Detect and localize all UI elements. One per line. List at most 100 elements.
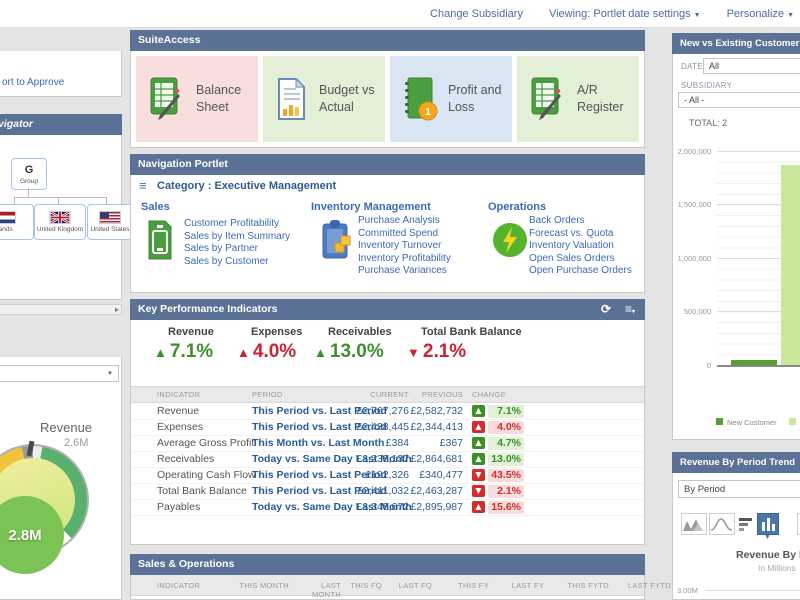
horizontal-scrollbar[interactable]: ▸ bbox=[0, 304, 122, 315]
area-chart-icon bbox=[683, 519, 703, 531]
kpi-row-expenses: Expenses This Period vs. Last Period £2,4… bbox=[131, 419, 644, 436]
link-back-orders[interactable]: Back Orders bbox=[529, 215, 585, 226]
chart-type-toolbar: ▼ bbox=[673, 513, 800, 541]
link-sales-by-partner[interactable]: Sales by Partner bbox=[184, 243, 258, 254]
navigation-portlet-body: ≡ Category : Executive Management Sales … bbox=[130, 175, 645, 293]
org-connector bbox=[14, 197, 107, 198]
link-purchase-variances[interactable]: Purchase Variances bbox=[358, 265, 447, 276]
link-inventory-turnover[interactable]: Inventory Turnover bbox=[358, 240, 442, 251]
link-committed-spend[interactable]: Committed Spend bbox=[358, 227, 439, 239]
kpi-row-payables: Payables Today vs. Same Day Last Month £3… bbox=[131, 499, 644, 516]
org-node-united-states[interactable]: United States bbox=[87, 204, 133, 240]
y-tick: 1,000,000 bbox=[677, 254, 711, 263]
gauge-title: Revenue bbox=[40, 420, 93, 435]
change-percent: 4.7% bbox=[488, 437, 524, 450]
svg-text:1: 1 bbox=[425, 107, 431, 118]
suiteaccess-header[interactable]: SuiteAccess bbox=[130, 30, 645, 51]
date-dropdown[interactable]: All bbox=[703, 58, 800, 74]
bar-existing-customer[interactable] bbox=[781, 165, 800, 365]
subsidiary-dropdown[interactable]: - All - bbox=[678, 92, 800, 108]
tile-profit-and-loss[interactable]: 1 Profit and Loss bbox=[390, 56, 512, 142]
change-percent: 43.5% bbox=[488, 469, 524, 482]
portlet-menu-icon[interactable]: ≡▾ bbox=[624, 302, 635, 316]
kpi-summary-total-bank-balance: Total Bank Balance ▼ 2.1% bbox=[407, 326, 522, 362]
link-forecast-vs-quota[interactable]: Forecast vs. Quota bbox=[529, 227, 614, 239]
viewing-dropdown[interactable]: Viewing: Portlet date settings ▼ bbox=[548, 7, 701, 20]
change-down-badge bbox=[472, 485, 485, 497]
org-node-netherlands[interactable]: lands bbox=[0, 204, 34, 240]
gridline bbox=[717, 311, 800, 312]
kpi-row-operating-cash-flow: Operating Cash Flow This Period vs. Last … bbox=[131, 467, 644, 484]
link-sales-by-customer[interactable]: Sales by Customer bbox=[184, 255, 269, 267]
trend-chart-subtitle: In Millions bbox=[758, 563, 796, 573]
link-inventory-profitability[interactable]: Inventory Profitability bbox=[358, 252, 451, 264]
kpi-row-average-gross-profit: Average Gross Profit This Month vs. Last … bbox=[131, 435, 644, 452]
navigator-portlet-header[interactable]: vigator bbox=[0, 114, 122, 135]
area-chart-button[interactable] bbox=[681, 513, 707, 535]
ledger-pencil-icon bbox=[150, 77, 180, 120]
change-down-badge bbox=[472, 469, 485, 481]
arrow-down-icon: ▼ bbox=[407, 344, 420, 360]
change-percent: 13.0% bbox=[488, 453, 524, 466]
gauge-filter-dropdown[interactable]: ▼ bbox=[0, 365, 119, 382]
kpi-summary-expenses: Expenses ▲ 4.0% bbox=[237, 326, 303, 362]
org-connector bbox=[106, 197, 107, 204]
topbar: Change Subsidiary Viewing: Portlet date … bbox=[0, 0, 800, 28]
tile-balance-sheet[interactable]: Balance Sheet bbox=[136, 56, 258, 142]
partial-chart-button[interactable] bbox=[797, 513, 800, 535]
date-label: DATE bbox=[681, 62, 703, 71]
change-percent: 4.0% bbox=[488, 421, 524, 434]
category-label: Category : Executive Management bbox=[157, 180, 337, 192]
link-purchase-analysis[interactable]: Purchase Analysis bbox=[358, 215, 440, 226]
org-node-united-kingdom[interactable]: United Kingdom bbox=[34, 204, 86, 240]
revenue-trend-header[interactable]: Revenue By Period Trend bbox=[672, 452, 800, 473]
left-portlet-body: ort to Approve bbox=[0, 51, 122, 97]
gauge-value-circle: 2.8M bbox=[0, 496, 64, 574]
trend-gridline bbox=[705, 590, 800, 591]
sales-links: Customer Profitability Sales by Item Sum… bbox=[184, 218, 290, 268]
legend-swatch-new-customer bbox=[716, 418, 723, 425]
personalize-dropdown[interactable]: Personalize ▼ bbox=[726, 7, 794, 20]
legend-swatch-existing-customer bbox=[789, 418, 796, 425]
link-open-sales-orders[interactable]: Open Sales Orders bbox=[529, 252, 615, 264]
change-up-badge bbox=[472, 437, 485, 449]
subsidiary-label: SUBSIDIARY bbox=[681, 81, 733, 90]
x-axis-line bbox=[717, 365, 800, 367]
gridline bbox=[717, 258, 800, 259]
report-to-approve-link[interactable]: ort to Approve bbox=[2, 77, 65, 88]
suiteaccess-body: Balance Sheet Budget vs Actual bbox=[130, 51, 645, 148]
change-subsidiary-link[interactable]: Change Subsidiary bbox=[430, 7, 523, 20]
trend-chart-title: Revenue By Period bbox=[736, 549, 800, 561]
new-vs-existing-header[interactable]: New vs Existing Customer Sales bbox=[672, 33, 800, 54]
trend-filter-dropdown[interactable]: By Period bbox=[678, 480, 800, 498]
line-chart-button[interactable] bbox=[709, 513, 735, 535]
scroll-right-arrow-icon[interactable]: ▸ bbox=[114, 305, 119, 314]
hamburger-icon[interactable]: ≡ bbox=[139, 178, 147, 193]
change-percent: 15.6% bbox=[488, 501, 524, 514]
org-node-group[interactable]: G Group bbox=[11, 158, 47, 190]
kpi-row-total-bank-balance: Total Bank Balance This Period vs. Last P… bbox=[131, 483, 644, 500]
link-customer-profitability[interactable]: Customer Profitability bbox=[184, 218, 280, 229]
navigation-portlet-header[interactable]: Navigation Portlet bbox=[130, 154, 645, 175]
link-open-purchase-orders[interactable]: Open Purchase Orders bbox=[529, 265, 632, 276]
gauge-value-label: 2.8M bbox=[8, 526, 42, 544]
refresh-icon[interactable]: ⟳ bbox=[600, 302, 611, 316]
operations-heading: Operations bbox=[488, 201, 547, 213]
bar-new-customer[interactable] bbox=[731, 360, 777, 365]
kpi-table-header: INDICATOR PERIOD CURRENT PREVIOUS CHANGE bbox=[131, 386, 644, 403]
kpi-row-receivables: Receivables Today vs. Same Day Last Month… bbox=[131, 451, 644, 468]
kpi-summary-receivables: Receivables ▲ 13.0% bbox=[314, 326, 392, 362]
kpi-portlet-body: Revenue ▲ 7.1% Expenses ▲ 4.0% Receivables… bbox=[130, 320, 645, 545]
link-sales-by-item-summary[interactable]: Sales by Item Summary bbox=[184, 230, 291, 242]
link-inventory-valuation[interactable]: Inventory Valuation bbox=[529, 240, 614, 251]
kpi-portlet-header[interactable]: Key Performance Indicators ⟳ ≡▾ bbox=[130, 299, 645, 320]
sales-operations-column-headers: INDICATOR THIS MONTH LAST MONTH THIS FQ … bbox=[131, 575, 671, 599]
tile-ar-register[interactable]: A/R Register bbox=[517, 56, 639, 142]
vbar-chart-button-selected[interactable] bbox=[757, 513, 779, 535]
tile-budget-vs-actual[interactable]: Budget vs Actual bbox=[263, 56, 385, 142]
sales-operations-header[interactable]: Sales & Operations bbox=[130, 554, 645, 575]
hbar-chart-button[interactable] bbox=[737, 513, 755, 535]
line-chart-icon bbox=[711, 518, 733, 531]
operations-links: Back Orders Forecast vs. Quota Inventory… bbox=[529, 215, 632, 278]
